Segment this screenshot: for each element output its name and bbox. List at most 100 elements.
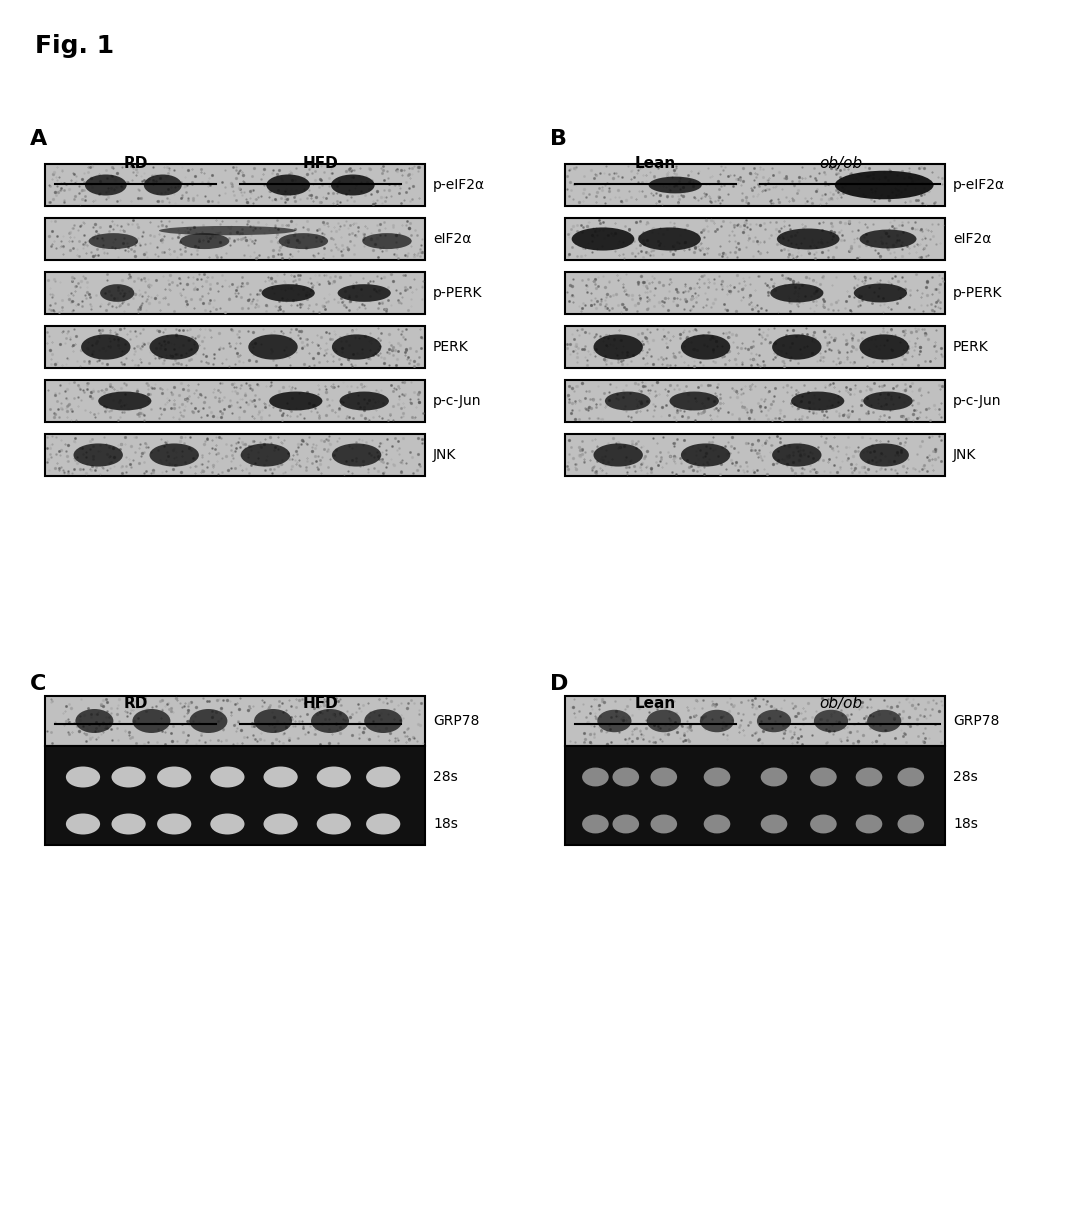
Ellipse shape bbox=[366, 767, 400, 787]
Bar bbox=[565, 434, 945, 475]
Text: p-c-Jun: p-c-Jun bbox=[433, 394, 482, 408]
Ellipse shape bbox=[100, 284, 134, 302]
Ellipse shape bbox=[159, 226, 295, 235]
Ellipse shape bbox=[262, 284, 315, 302]
Ellipse shape bbox=[111, 767, 146, 787]
Text: D: D bbox=[550, 674, 568, 694]
Bar bbox=[565, 165, 945, 206]
Ellipse shape bbox=[771, 284, 823, 302]
Ellipse shape bbox=[582, 768, 608, 786]
Ellipse shape bbox=[190, 709, 228, 733]
Ellipse shape bbox=[856, 814, 882, 834]
Ellipse shape bbox=[149, 444, 198, 467]
Ellipse shape bbox=[180, 233, 229, 249]
Ellipse shape bbox=[210, 767, 244, 787]
Ellipse shape bbox=[75, 709, 113, 733]
Ellipse shape bbox=[338, 284, 391, 302]
Text: p-PERK: p-PERK bbox=[433, 286, 483, 300]
Ellipse shape bbox=[81, 334, 131, 360]
Ellipse shape bbox=[366, 813, 400, 835]
Ellipse shape bbox=[73, 444, 123, 467]
Bar bbox=[45, 165, 425, 206]
Ellipse shape bbox=[814, 709, 848, 733]
Text: RD: RD bbox=[123, 156, 147, 171]
Text: HFD: HFD bbox=[303, 696, 338, 711]
Ellipse shape bbox=[772, 334, 822, 360]
Ellipse shape bbox=[681, 334, 730, 360]
Ellipse shape bbox=[317, 813, 351, 835]
Text: 28s: 28s bbox=[433, 770, 458, 784]
Ellipse shape bbox=[613, 768, 639, 786]
Ellipse shape bbox=[860, 334, 909, 360]
Bar bbox=[565, 272, 945, 315]
Ellipse shape bbox=[65, 813, 100, 835]
Text: RD: RD bbox=[123, 696, 147, 711]
Bar bbox=[45, 746, 425, 845]
Ellipse shape bbox=[681, 444, 730, 467]
Ellipse shape bbox=[593, 334, 643, 360]
Text: GRP78: GRP78 bbox=[433, 714, 480, 728]
Ellipse shape bbox=[157, 813, 192, 835]
Text: eIF2α: eIF2α bbox=[433, 232, 471, 246]
Ellipse shape bbox=[810, 768, 837, 786]
Text: PERK: PERK bbox=[433, 340, 469, 354]
Ellipse shape bbox=[362, 233, 412, 249]
Ellipse shape bbox=[593, 444, 643, 467]
Ellipse shape bbox=[605, 391, 651, 411]
Ellipse shape bbox=[157, 767, 192, 787]
Ellipse shape bbox=[331, 444, 382, 467]
Bar bbox=[565, 746, 945, 845]
Ellipse shape bbox=[651, 814, 677, 834]
Bar bbox=[45, 746, 425, 845]
Ellipse shape bbox=[331, 334, 382, 360]
Bar bbox=[45, 380, 425, 422]
Ellipse shape bbox=[853, 284, 907, 302]
Ellipse shape bbox=[597, 709, 631, 733]
Bar bbox=[45, 325, 425, 368]
Bar bbox=[45, 218, 425, 260]
Ellipse shape bbox=[249, 334, 298, 360]
Ellipse shape bbox=[772, 444, 822, 467]
Ellipse shape bbox=[144, 174, 182, 195]
Text: HFD: HFD bbox=[303, 156, 338, 171]
Ellipse shape bbox=[704, 768, 730, 786]
Ellipse shape bbox=[241, 444, 290, 467]
Ellipse shape bbox=[331, 174, 375, 195]
Text: JNK: JNK bbox=[433, 449, 457, 462]
Ellipse shape bbox=[266, 174, 310, 195]
Bar bbox=[45, 272, 425, 315]
Ellipse shape bbox=[279, 233, 328, 249]
Bar bbox=[565, 218, 945, 260]
Ellipse shape bbox=[571, 228, 634, 251]
Bar bbox=[565, 696, 945, 746]
Text: JNK: JNK bbox=[953, 449, 977, 462]
Ellipse shape bbox=[761, 814, 787, 834]
Ellipse shape bbox=[897, 768, 924, 786]
Ellipse shape bbox=[649, 177, 702, 194]
Ellipse shape bbox=[613, 814, 639, 834]
Ellipse shape bbox=[777, 228, 839, 250]
Ellipse shape bbox=[646, 709, 681, 733]
Text: Lean: Lean bbox=[634, 156, 676, 171]
Ellipse shape bbox=[339, 391, 389, 411]
Ellipse shape bbox=[791, 391, 845, 411]
Text: A: A bbox=[31, 129, 47, 149]
Ellipse shape bbox=[132, 709, 170, 733]
Ellipse shape bbox=[88, 233, 138, 249]
Text: GRP78: GRP78 bbox=[953, 714, 1000, 728]
Text: ob/ob: ob/ob bbox=[819, 156, 862, 171]
Text: C: C bbox=[31, 674, 47, 694]
Ellipse shape bbox=[860, 229, 917, 249]
Text: 18s: 18s bbox=[953, 817, 978, 831]
Ellipse shape bbox=[311, 709, 349, 733]
Text: p-eIF2α: p-eIF2α bbox=[953, 178, 1005, 193]
Ellipse shape bbox=[860, 444, 909, 467]
Ellipse shape bbox=[638, 228, 701, 251]
Ellipse shape bbox=[98, 391, 152, 411]
Text: B: B bbox=[550, 129, 567, 149]
Ellipse shape bbox=[700, 709, 734, 733]
Text: 18s: 18s bbox=[433, 817, 458, 831]
Ellipse shape bbox=[254, 709, 292, 733]
Ellipse shape bbox=[897, 814, 924, 834]
Ellipse shape bbox=[269, 391, 323, 411]
